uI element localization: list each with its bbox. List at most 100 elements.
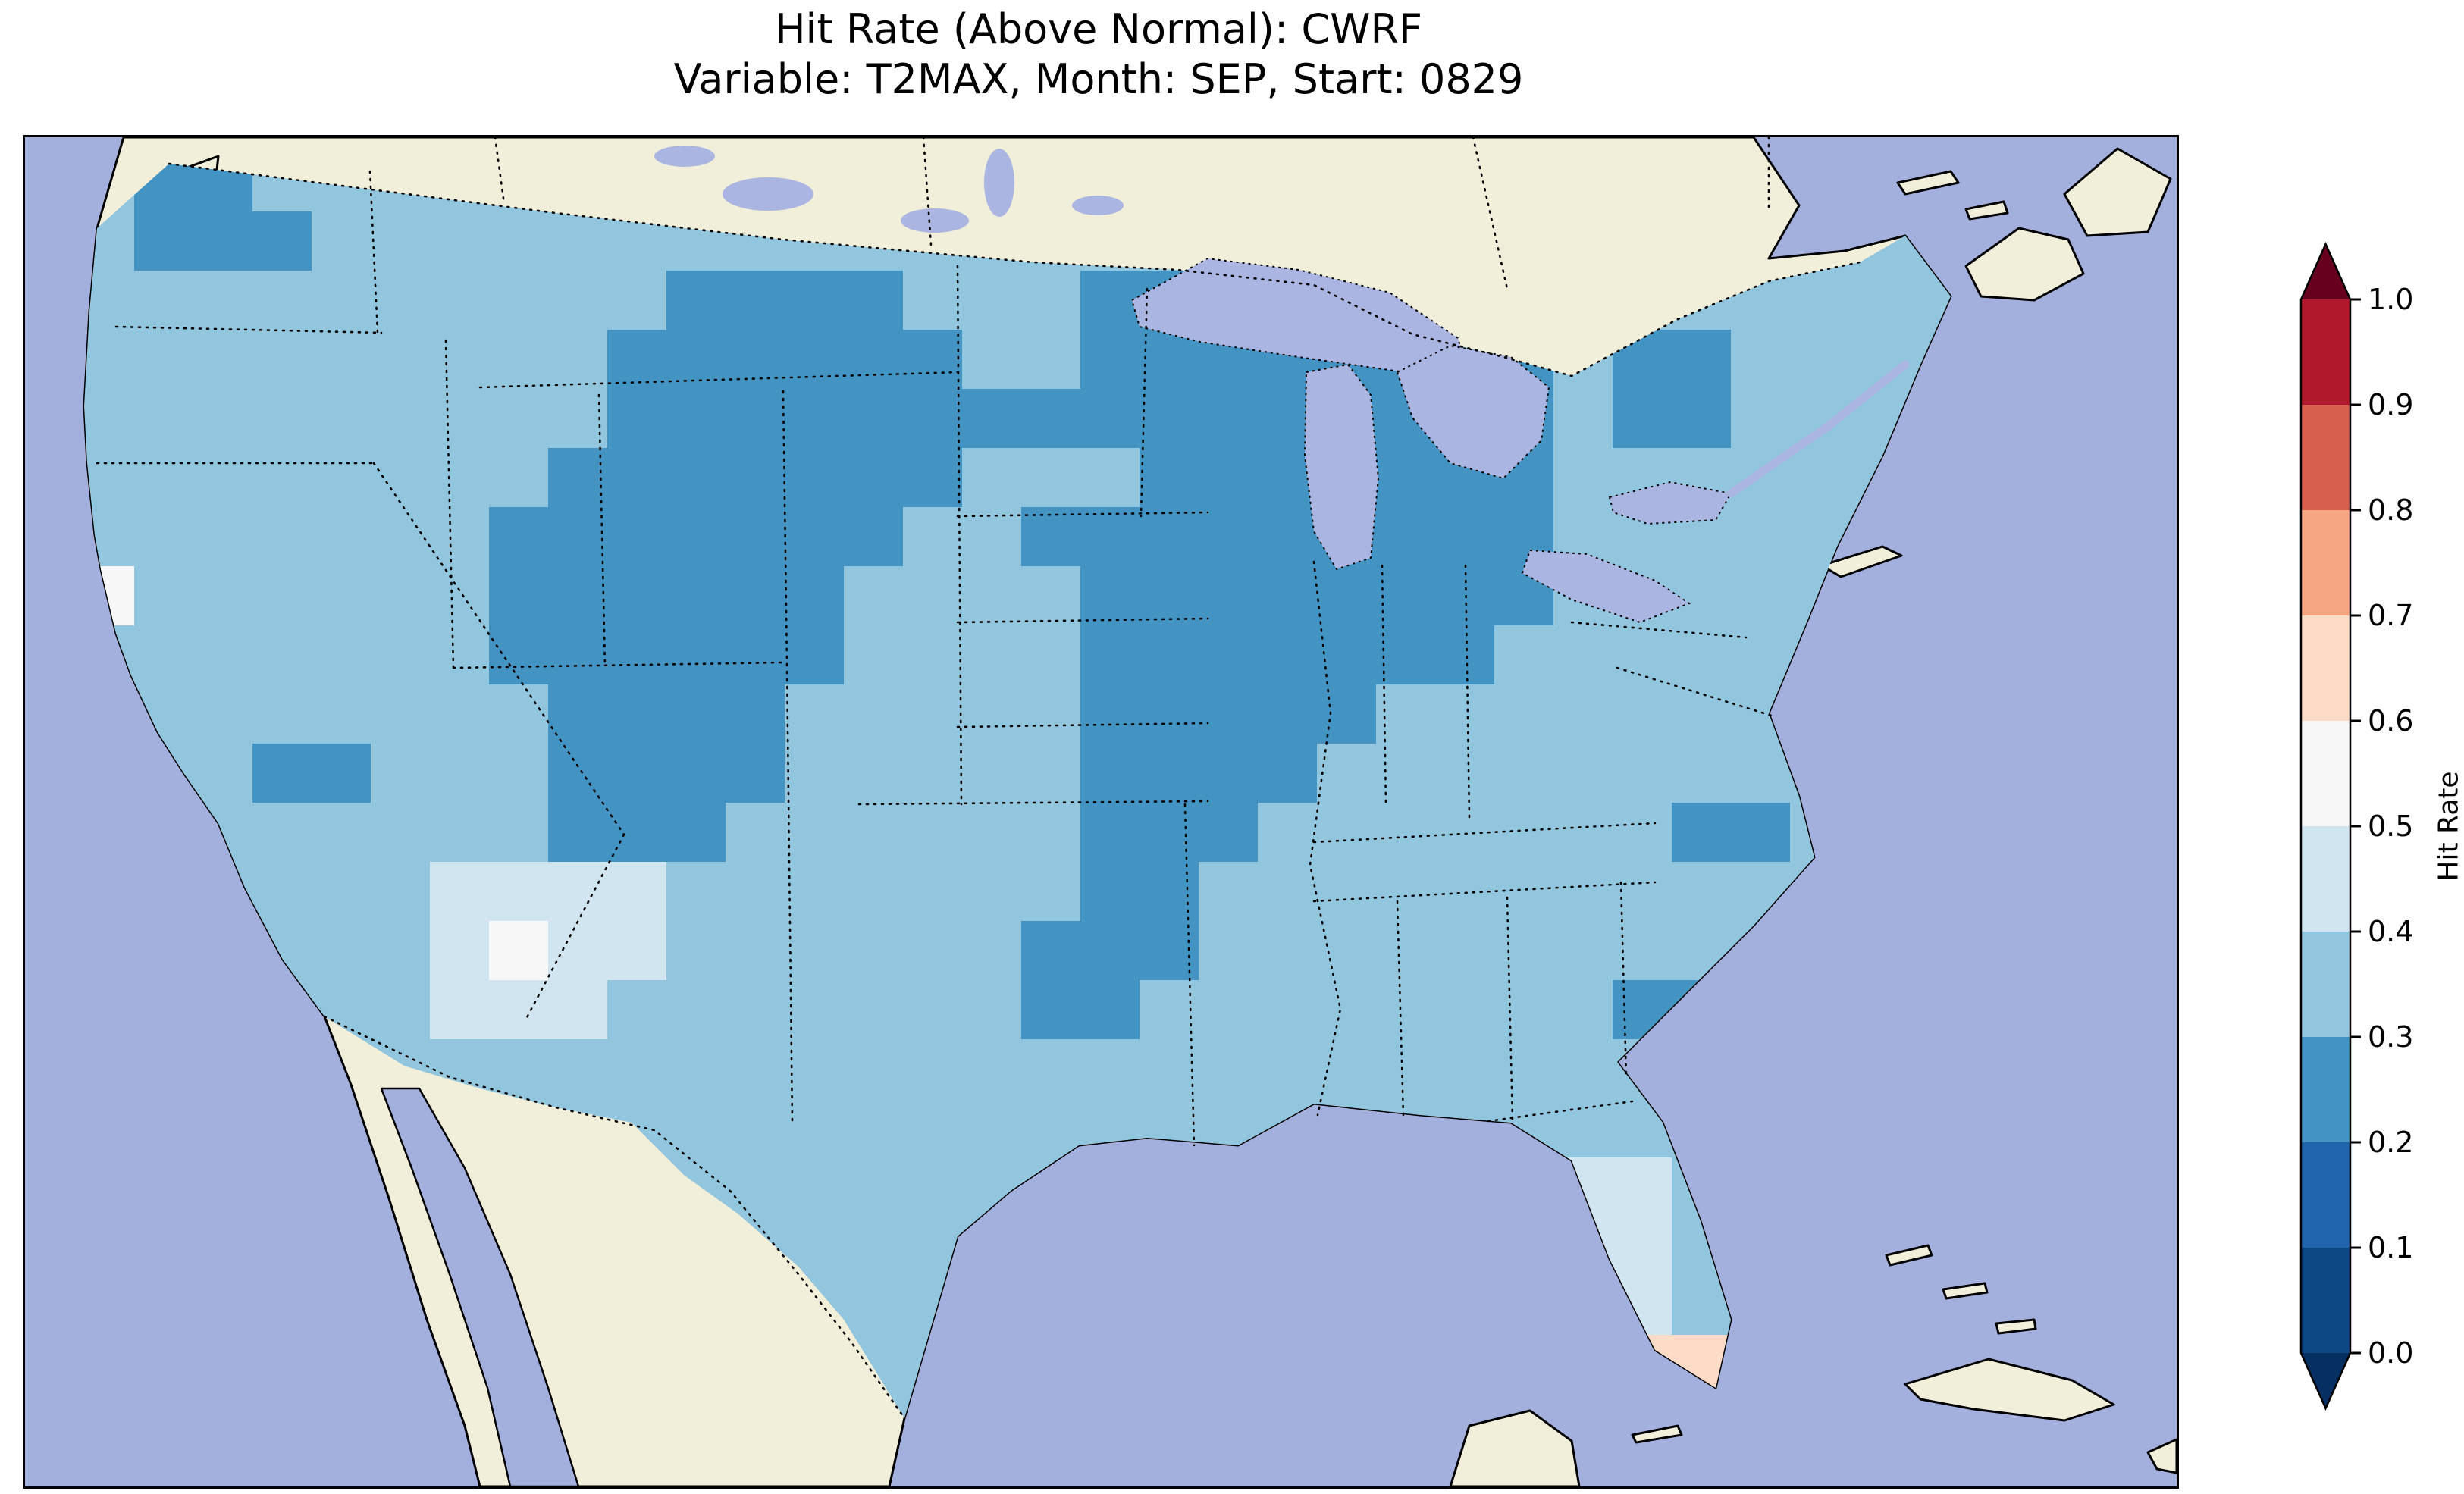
- colorbar-extend-upper: [2301, 244, 2350, 299]
- grid-cell: [1376, 803, 1436, 863]
- grid-cell: [430, 625, 490, 685]
- anticosti-island: [1896, 170, 1960, 196]
- bahamas-island: [1885, 1244, 1933, 1267]
- grid-cell: [1140, 1039, 1199, 1099]
- grid-cell: [607, 448, 667, 508]
- grid-cell: [1435, 921, 1495, 981]
- grid-cell: [1553, 803, 1613, 863]
- grid-cell: [252, 448, 312, 508]
- grid-cell: [312, 330, 371, 390]
- grid-cell: [430, 330, 490, 390]
- political-borders: [96, 137, 1861, 1420]
- grid-cell: [371, 803, 431, 863]
- bahamas-island: [1942, 1282, 1989, 1300]
- grid-cell: [548, 1039, 608, 1099]
- grid-cell: [1317, 862, 1377, 922]
- grid-cell: [726, 271, 785, 330]
- grid-cell: [785, 507, 845, 567]
- grid-cell: [1021, 566, 1081, 626]
- colorbar-axis-label: Hit Rate: [2434, 771, 2464, 881]
- grid-cell: [489, 566, 549, 626]
- grid-cell: [252, 803, 312, 863]
- grid-cell: [312, 803, 371, 863]
- grid-cell: [489, 330, 549, 390]
- grid-cell: [1199, 389, 1259, 449]
- grid-cell: [1553, 389, 1613, 449]
- colorbar-tick-label: 0.4: [2368, 915, 2413, 948]
- grid-cell: [1080, 980, 1140, 1040]
- grid-cell: [962, 803, 1022, 863]
- grid-cell: [1731, 625, 1791, 685]
- colorbar-tick-label: 0.9: [2368, 388, 2413, 421]
- figure-title: Hit Rate (Above Normal): CWRF Variable: …: [23, 5, 2174, 105]
- grid-cell: [489, 921, 549, 981]
- grid-cell: [666, 1098, 726, 1158]
- grid-cell: [1021, 625, 1081, 685]
- grid-cell: [84, 389, 135, 449]
- grid-cell: [785, 1039, 845, 1099]
- grid-cell: [1376, 448, 1436, 508]
- grid-cell: [607, 684, 667, 744]
- grid-cell: [1258, 803, 1318, 863]
- grid-cell: [312, 566, 371, 626]
- grid-cell: [1435, 1039, 1495, 1099]
- grid-cell: [903, 684, 963, 744]
- grid-cell: [666, 1039, 726, 1099]
- grid-cell: [1494, 921, 1554, 981]
- grid-cell: [548, 389, 608, 449]
- grid-cell: [430, 684, 490, 744]
- lake-michigan: [1303, 363, 1380, 571]
- grid-cell: [548, 803, 608, 863]
- grid-cell: [84, 330, 135, 390]
- grid-cell: [1553, 980, 1613, 1040]
- grid-cell: [1199, 566, 1259, 626]
- colorbar-tick-label: 0.0: [2368, 1336, 2413, 1370]
- grid-cell: [785, 980, 845, 1040]
- grid-cell: [785, 921, 845, 981]
- grid-cell: [607, 507, 667, 567]
- colorbar-tick-label: 0.2: [2368, 1126, 2413, 1159]
- grid-cell: [1731, 744, 1791, 803]
- lake-erie: [1521, 549, 1691, 624]
- grid-cell: [1376, 566, 1436, 626]
- grid-cell: [1080, 389, 1140, 449]
- grid-cell: [430, 389, 490, 449]
- grid-cell: [252, 744, 312, 803]
- grid-cell: [1494, 980, 1554, 1040]
- grid-cell: [312, 507, 371, 567]
- grid-cell: [1553, 625, 1613, 685]
- grid-cell: [962, 507, 1022, 567]
- grid-cell: [548, 271, 608, 330]
- grid-cell: [607, 980, 667, 1040]
- grid-cell: [1731, 566, 1791, 626]
- grid-cell: [1435, 980, 1495, 1040]
- grid-cell: [844, 862, 904, 922]
- grid-cell: [134, 566, 194, 626]
- grid-cell: [1613, 862, 1672, 922]
- grid-cell: [962, 330, 1022, 390]
- grid-cell: [1317, 921, 1377, 981]
- colorbar-svg: 1.0 0.9 0.8 0.7 0.6 0.5 0.4 0.3 0.2 0.1 0.0 Hit Rat…: [2299, 241, 2464, 1411]
- grid-cell: [962, 271, 1022, 330]
- nova-scotia: [1964, 227, 2085, 302]
- us-map-svg: [25, 137, 2177, 1486]
- grid-cell: [1435, 507, 1495, 567]
- grid-cell: [430, 980, 490, 1040]
- grid-cell: [489, 211, 549, 271]
- grid-cell: [1317, 566, 1377, 626]
- grid-cell: [726, 684, 785, 744]
- grid-cell: [252, 566, 312, 626]
- grid-cell: [548, 566, 608, 626]
- grid-cell: [785, 625, 845, 685]
- colorbar-segment: [2301, 1037, 2350, 1143]
- grid-cell: [1376, 625, 1436, 685]
- grid-cell: [726, 1157, 785, 1217]
- grid-cell: [1494, 625, 1554, 685]
- grid-cell: [962, 980, 1022, 1040]
- bahamas-island: [1995, 1318, 2037, 1335]
- grid-cell: [726, 744, 785, 803]
- grid-cell: [430, 448, 490, 508]
- grid-cell: [785, 271, 845, 330]
- grid-cell: [785, 684, 845, 744]
- colorbar-tick-label: 0.6: [2368, 704, 2413, 738]
